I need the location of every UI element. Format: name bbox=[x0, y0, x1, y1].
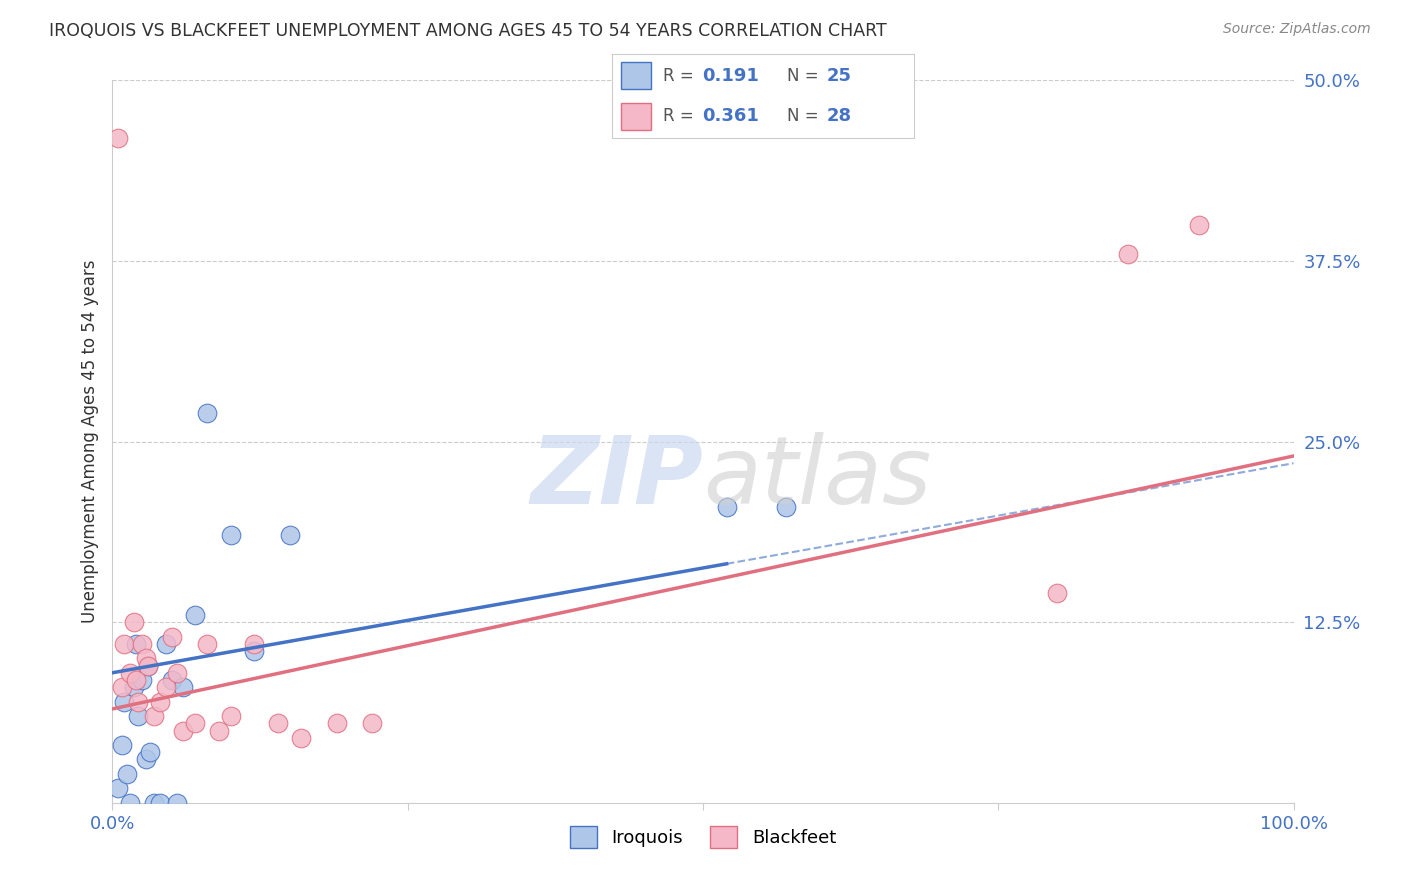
Point bbox=[135, 651, 157, 665]
Point bbox=[149, 796, 172, 810]
FancyBboxPatch shape bbox=[620, 103, 651, 130]
Point bbox=[172, 723, 194, 738]
Point bbox=[136, 658, 159, 673]
Point bbox=[127, 695, 149, 709]
Y-axis label: Unemployment Among Ages 45 to 54 years: Unemployment Among Ages 45 to 54 years bbox=[80, 260, 98, 624]
Point bbox=[135, 752, 157, 766]
Text: R =: R = bbox=[664, 67, 699, 85]
Point bbox=[219, 709, 242, 723]
Point bbox=[122, 680, 145, 694]
Point bbox=[115, 767, 138, 781]
Point bbox=[775, 500, 797, 514]
Point bbox=[160, 673, 183, 687]
Point bbox=[361, 716, 384, 731]
Point bbox=[155, 637, 177, 651]
Text: N =: N = bbox=[787, 67, 824, 85]
Point bbox=[127, 709, 149, 723]
Point bbox=[131, 637, 153, 651]
Point bbox=[131, 673, 153, 687]
Point bbox=[125, 673, 148, 687]
Point bbox=[112, 695, 135, 709]
FancyBboxPatch shape bbox=[620, 62, 651, 89]
Point bbox=[142, 796, 165, 810]
Point bbox=[139, 745, 162, 759]
Point bbox=[243, 637, 266, 651]
Point bbox=[166, 796, 188, 810]
Point bbox=[184, 716, 207, 731]
Point bbox=[243, 644, 266, 658]
Point bbox=[112, 637, 135, 651]
Point bbox=[208, 723, 231, 738]
Point bbox=[149, 695, 172, 709]
Point bbox=[107, 781, 129, 796]
Point bbox=[120, 665, 142, 680]
Point bbox=[142, 709, 165, 723]
Point bbox=[111, 680, 134, 694]
Point bbox=[267, 716, 290, 731]
Legend: Iroquois, Blackfeet: Iroquois, Blackfeet bbox=[562, 819, 844, 855]
Point bbox=[278, 528, 301, 542]
Point bbox=[219, 528, 242, 542]
Point bbox=[1046, 586, 1069, 600]
Point bbox=[172, 680, 194, 694]
Point bbox=[1188, 218, 1211, 232]
Point bbox=[1116, 246, 1139, 260]
Point bbox=[160, 630, 183, 644]
Point bbox=[166, 665, 188, 680]
Text: 0.361: 0.361 bbox=[703, 107, 759, 125]
Text: atlas: atlas bbox=[703, 432, 931, 524]
Text: Source: ZipAtlas.com: Source: ZipAtlas.com bbox=[1223, 22, 1371, 37]
Point bbox=[290, 731, 312, 745]
Point bbox=[125, 637, 148, 651]
Point bbox=[716, 500, 738, 514]
Point bbox=[120, 796, 142, 810]
Point bbox=[155, 680, 177, 694]
Text: IROQUOIS VS BLACKFEET UNEMPLOYMENT AMONG AGES 45 TO 54 YEARS CORRELATION CHART: IROQUOIS VS BLACKFEET UNEMPLOYMENT AMONG… bbox=[49, 22, 887, 40]
Text: N =: N = bbox=[787, 107, 824, 125]
Point bbox=[122, 615, 145, 630]
Point bbox=[195, 406, 218, 420]
Point bbox=[195, 637, 218, 651]
Text: 25: 25 bbox=[827, 67, 851, 85]
Point bbox=[136, 658, 159, 673]
Text: 28: 28 bbox=[827, 107, 852, 125]
Point bbox=[326, 716, 349, 731]
Point bbox=[107, 131, 129, 145]
Point bbox=[111, 738, 134, 752]
Point bbox=[184, 607, 207, 622]
Text: R =: R = bbox=[664, 107, 699, 125]
Text: 0.191: 0.191 bbox=[703, 67, 759, 85]
Text: ZIP: ZIP bbox=[530, 432, 703, 524]
